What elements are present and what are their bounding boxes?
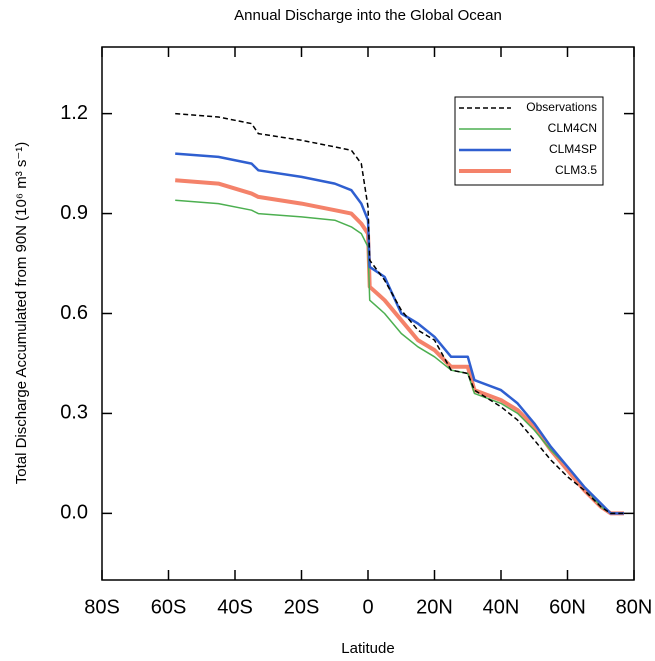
y-tick-label: 1.2 (60, 102, 88, 124)
x-tick-label: 60S (151, 596, 187, 618)
legend-label: Observations (526, 100, 597, 114)
legend-label: CLM4CN (548, 121, 597, 135)
x-tick-label: 0 (362, 596, 373, 618)
x-tick-label: 20N (416, 596, 453, 618)
y-tick-label: 0.3 (60, 402, 88, 424)
y-axis-label: Total Discharge Accumulated from 90N (10… (13, 142, 30, 485)
x-tick-label: 60N (549, 596, 586, 618)
y-tick-label: 0.9 (60, 202, 88, 224)
y-tick-label: 0.6 (60, 302, 88, 324)
series-line (175, 152, 624, 515)
legend-label: CLM3.5 (555, 163, 597, 177)
x-tick-label: 80S (84, 596, 120, 618)
chart-title: Annual Discharge into the Global Ocean (234, 7, 502, 24)
legend-label: CLM4SP (549, 142, 597, 156)
x-tick-label: 80N (616, 596, 653, 618)
series-line (175, 112, 624, 515)
x-tick-label: 40N (483, 596, 520, 618)
y-tick-label: 0.0 (60, 502, 88, 524)
x-tick-label: 20S (284, 596, 320, 618)
x-axis-label: Latitude (341, 640, 394, 657)
x-tick-label: 40S (217, 596, 253, 618)
series-line (175, 178, 624, 516)
